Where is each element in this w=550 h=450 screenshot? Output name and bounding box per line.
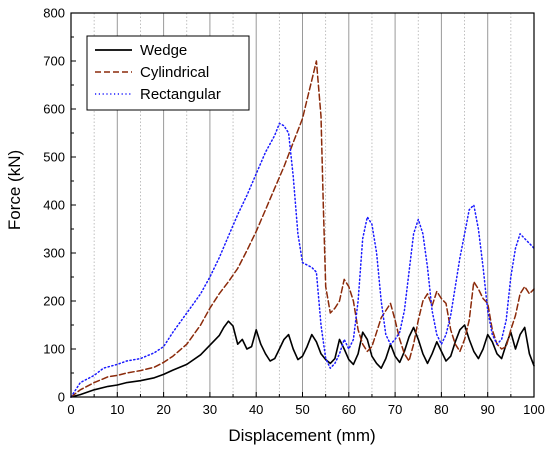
series-line-rectangular (70, 122, 535, 398)
x-tick-label: 10 (110, 402, 124, 417)
y-tick-label: 400 (43, 198, 65, 213)
x-tick-label: 0 (67, 402, 74, 417)
y-axis-title: Force (kN) (5, 150, 24, 230)
x-tick-label: 30 (203, 402, 217, 417)
x-tick-label: 80 (434, 402, 448, 417)
y-tick-label: 100 (43, 342, 65, 357)
legend-label-cylindrical: Cylindrical (140, 64, 209, 81)
y-tick-label: 500 (43, 150, 65, 165)
series-line-wedge (70, 320, 535, 398)
y-tick-label: 300 (43, 246, 65, 261)
x-axis-title: Displacement (mm) (228, 426, 375, 445)
series-line-cylindrical (70, 60, 535, 398)
x-tick-label: 40 (249, 402, 263, 417)
x-tick-label: 90 (480, 402, 494, 417)
y-tick-label: 0 (58, 390, 65, 405)
x-tick-label: 60 (342, 402, 356, 417)
legend-label-wedge: Wedge (140, 42, 187, 59)
legend-label-rectangular: Rectangular (140, 86, 221, 103)
legend: Wedge Cylindrical Rectangular (86, 35, 250, 111)
y-tick-label: 800 (43, 6, 65, 21)
x-tick-label: 100 (523, 402, 545, 417)
y-tick-label: 600 (43, 102, 65, 117)
x-tick-label: 20 (156, 402, 170, 417)
y-tick-label: 200 (43, 294, 65, 309)
legend-box (86, 35, 250, 111)
axis-ticks (70, 12, 535, 398)
y-tick-label: 700 (43, 54, 65, 69)
x-tick-label: 70 (388, 402, 402, 417)
tick-labels: 0 10 20 30 40 50 60 70 80 90 100 0 100 200 300 400 500 60… (43, 6, 545, 418)
x-tick-label: 50 (295, 402, 309, 417)
series-layer (70, 60, 535, 398)
